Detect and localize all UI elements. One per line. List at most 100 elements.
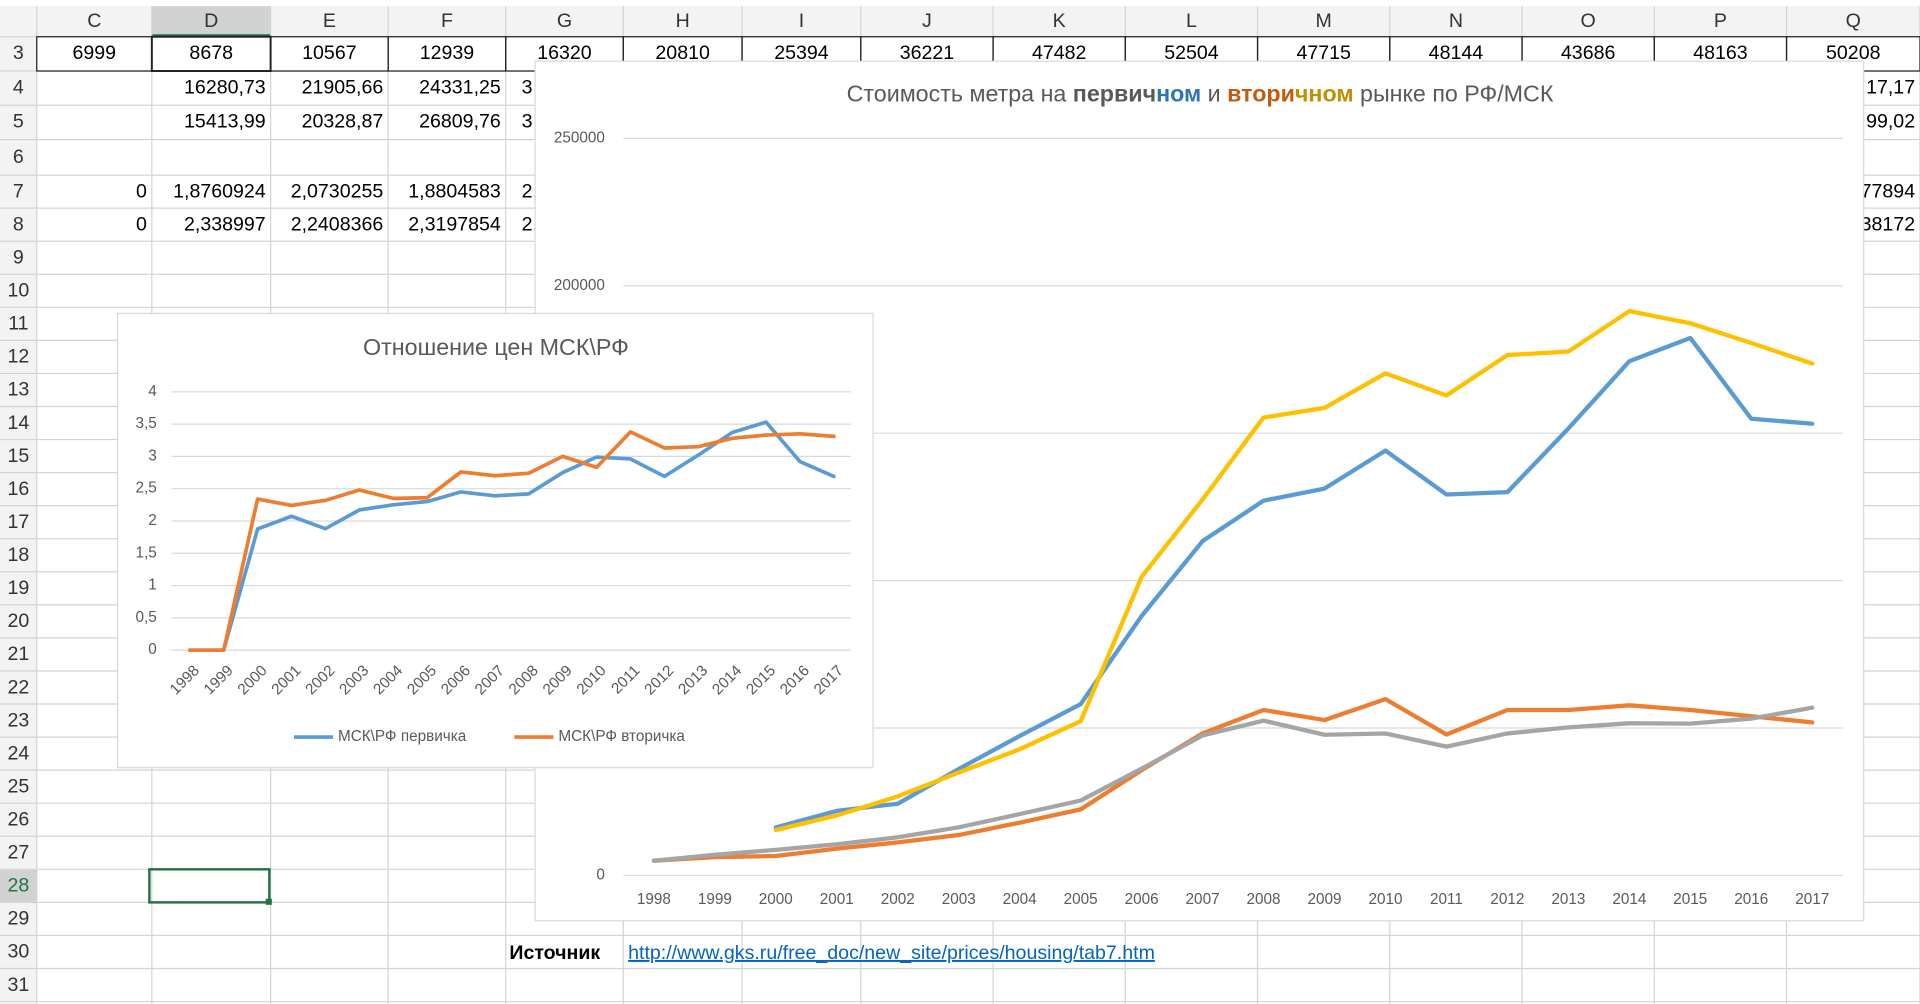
column-header: O [1581, 10, 1596, 32]
cell: 2,0730255 [291, 180, 384, 202]
row-header: 19 [7, 577, 29, 599]
y-tick-label: 0 [596, 866, 605, 883]
column-header: E [323, 10, 336, 32]
cell: 48163 [1693, 42, 1748, 64]
legend-label: МСК\РФ вторичка [558, 728, 685, 745]
column-header: J [922, 10, 932, 32]
x-tick-label: 2012 [1490, 891, 1524, 908]
row-header: 20 [7, 610, 29, 632]
column-header: N [1449, 10, 1463, 32]
x-tick-label: 2011 [1430, 891, 1463, 908]
row-header: 17 [7, 511, 29, 533]
x-tick-label: 2010 [1368, 891, 1402, 908]
x-tick-label: 1998 [637, 891, 671, 908]
row-header: 31 [7, 974, 29, 996]
selected-cell [148, 868, 271, 904]
cell: 50208 [1826, 42, 1881, 64]
cell: 52504 [1164, 42, 1219, 64]
x-tick-label: 2002 [881, 891, 915, 908]
column-header: F [441, 10, 453, 32]
y-tick-label: 200000 [554, 277, 605, 294]
row-header: 27 [7, 842, 29, 864]
cell: 3 [522, 76, 533, 98]
column-header: G [557, 10, 572, 32]
y-tick-label: 0 [148, 641, 157, 658]
cell: 10567 [302, 42, 356, 64]
cell: 25394 [774, 42, 829, 64]
y-tick-label: 1,5 [135, 544, 156, 561]
x-tick-label: 2008 [1247, 891, 1281, 908]
x-tick-label: 2013 [1551, 891, 1585, 908]
x-tick-label: 2016 [1734, 891, 1768, 908]
row-header: 18 [7, 544, 29, 566]
row-header: 21 [7, 643, 29, 665]
x-tick-label: 2004 [1003, 891, 1038, 908]
title-run: рынке по РФ/МСК [1354, 81, 1554, 107]
y-tick-label: 250000 [554, 129, 605, 146]
fill-handle [265, 898, 272, 905]
cell: 38172 [1861, 213, 1915, 235]
cell: 16320 [537, 42, 592, 64]
cell: 47482 [1032, 42, 1086, 64]
cell: 16280,73 [184, 76, 266, 98]
cell: 2, [522, 180, 538, 202]
cell: 3 [522, 111, 533, 133]
title-run: Стоимость метра на [847, 81, 1073, 107]
cell: 8678 [189, 42, 233, 64]
row-header-band [0, 36, 37, 1004]
x-tick-label: 2005 [1064, 891, 1098, 908]
data-line [187, 420, 836, 652]
row-header: 7 [13, 180, 24, 202]
column-header: C [87, 10, 101, 32]
x-tick-label: 2006 [1125, 891, 1159, 908]
cell: 24331,25 [419, 76, 501, 98]
row-header: 23 [7, 709, 29, 731]
cell: 2,2408366 [291, 213, 384, 235]
data-line [651, 705, 1815, 863]
row-header: 12 [7, 346, 29, 368]
row-header: 22 [7, 676, 29, 698]
cell: 20328,87 [302, 111, 384, 133]
column-header: D [204, 10, 218, 32]
x-tick-label: 2015 [1673, 891, 1707, 908]
column-header: H [676, 10, 690, 32]
y-tick-label: 4 [148, 383, 157, 400]
column-header: I [799, 10, 804, 32]
row-header: 15 [7, 445, 29, 467]
row-header: 4 [13, 76, 24, 98]
selected-row-header [0, 869, 37, 903]
chart-area [116, 312, 874, 769]
cell: 20810 [655, 42, 710, 64]
row-header: 5 [13, 111, 24, 133]
cell: 26809,76 [419, 111, 501, 133]
source-link[interactable]: http://www.gks.ru/free_doc/new_site/pric… [628, 942, 1155, 964]
column-header-band [0, 6, 1920, 37]
cell: 21905,66 [302, 76, 384, 98]
cell: 77894 [1861, 180, 1916, 202]
row-header: 3 [13, 42, 24, 64]
y-tick-label: 3 [148, 447, 157, 464]
row-header: 30 [7, 941, 29, 963]
row-header: 11 [8, 313, 28, 335]
cell: 1,8804583 [408, 180, 501, 202]
data-line [773, 308, 1815, 833]
source-label: Источник [509, 942, 600, 964]
x-tick-label: 1999 [698, 891, 732, 908]
row-header: 25 [7, 775, 29, 797]
cell: 15413,99 [184, 111, 266, 133]
x-tick-label: 2003 [942, 891, 976, 908]
cell: 0 [136, 180, 147, 202]
row-header: 14 [7, 412, 29, 434]
y-tick-label: 2,5 [135, 480, 156, 497]
x-tick-label: 2009 [1307, 891, 1341, 908]
y-tick-label: 0,5 [135, 609, 156, 626]
cell: 47715 [1296, 42, 1351, 64]
row-header: 6 [13, 146, 24, 168]
cell: 36221 [900, 42, 954, 64]
row-header: 29 [7, 908, 29, 930]
row-header: 26 [7, 809, 29, 831]
cell: 2, [522, 213, 538, 235]
cell: 2,338997 [184, 213, 266, 235]
x-tick-label: 2000 [759, 891, 793, 908]
